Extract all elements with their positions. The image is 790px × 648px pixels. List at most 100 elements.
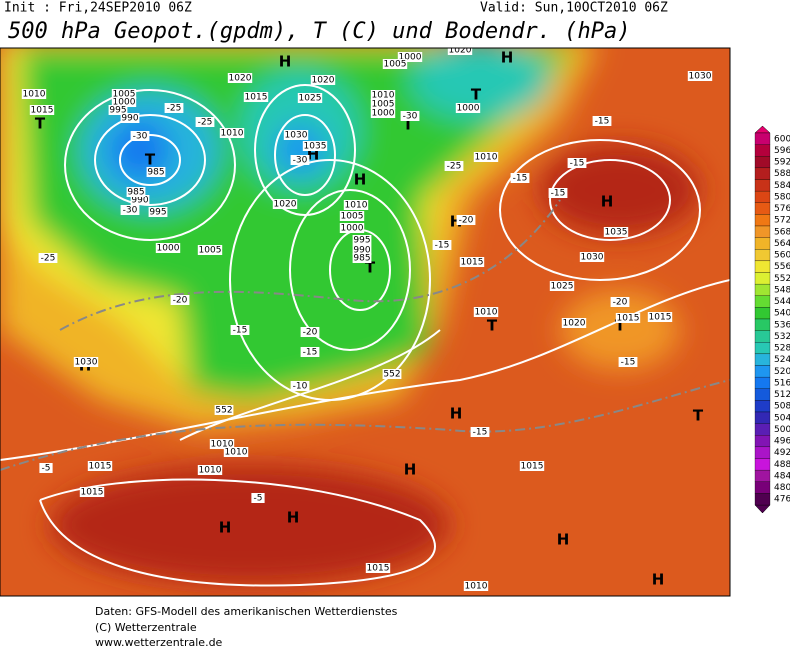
label-box (223, 447, 249, 457)
label-box (290, 381, 310, 391)
label-box (352, 235, 372, 245)
legend-value: 528 (774, 344, 790, 354)
label-box (510, 173, 530, 183)
contour-label: 1030 (75, 358, 98, 368)
contour-label: 1010 (345, 201, 368, 211)
contour-label: 985 (353, 254, 370, 264)
map-title: 500 hPa Geopot.(gpdm), T (C) und Bodendr… (8, 19, 631, 44)
pressure-center-label: T (145, 151, 156, 169)
label-box (343, 200, 369, 210)
contour-label: -15 (595, 117, 610, 127)
contour-label: 1030 (581, 253, 604, 263)
label-box (456, 215, 476, 225)
contour-label: 1005 (384, 60, 407, 70)
legend-swatch (754, 156, 771, 169)
legend-swatch (754, 446, 771, 459)
init-time: Init : Fri,24SEP2010 06Z (4, 1, 192, 16)
label-box (444, 161, 464, 171)
label-box (370, 108, 396, 118)
pressure-center-label: H (501, 49, 514, 67)
legend-value: 520 (774, 367, 790, 377)
contour-label: 1000 (157, 244, 180, 254)
contour-label: 1035 (605, 228, 628, 238)
label-box (459, 257, 485, 267)
legend-value: 552 (774, 274, 790, 284)
isotherms (0, 199, 730, 471)
legend-swatch (754, 318, 771, 331)
legend-value: 504 (774, 413, 790, 423)
contour-label: 1030 (285, 131, 308, 141)
label-box (365, 563, 391, 573)
contour-label: -20 (303, 328, 318, 338)
label-box (473, 152, 499, 162)
contour-label: 1010 (225, 448, 248, 458)
contour-label: -15 (233, 326, 248, 336)
contour-label: 552 (383, 370, 400, 380)
legend-value: 596 (774, 146, 790, 156)
contour-label: 995 (353, 236, 370, 246)
label-box (352, 245, 372, 255)
label-box (549, 281, 575, 291)
contour-label: 1000 (399, 53, 422, 63)
legend-swatch (754, 144, 771, 157)
label-box (21, 89, 47, 99)
legend-swatch (754, 376, 771, 389)
label-box (310, 75, 336, 85)
label-box (219, 128, 245, 138)
label-box (519, 461, 545, 471)
pressure-center-label: H (601, 193, 614, 211)
label-box (463, 581, 489, 591)
footer-line: (C) Wetterzentrale (95, 621, 197, 634)
contour-label: -15 (303, 348, 318, 358)
label-box (283, 130, 309, 140)
legend-value: 560 (774, 251, 790, 261)
legend-swatch (754, 190, 771, 203)
contour-label: -5 (254, 494, 263, 504)
contour-label: 1020 (563, 319, 586, 329)
label-box (687, 71, 713, 81)
contour-label: 990 (121, 114, 138, 124)
map-area: TTHHTTHHHHTTHHHHHHHTT1015101010051000995… (0, 48, 730, 596)
label-box (382, 59, 408, 69)
legend-value: 572 (774, 216, 790, 226)
contour-label: 995 (149, 208, 166, 218)
contour-label: 1000 (372, 109, 395, 119)
legend-swatch (754, 237, 771, 250)
label-box (473, 307, 499, 317)
label-box (300, 327, 320, 337)
contour-label: -15 (513, 174, 528, 184)
contour-label: 1010 (23, 90, 46, 100)
label-box (120, 113, 140, 123)
label-box (297, 93, 323, 103)
label-box (603, 227, 629, 237)
contour-label: -30 (403, 112, 418, 122)
pressure-center-label: T (35, 115, 46, 133)
legend-swatch (754, 423, 771, 436)
contour-label: -30 (123, 206, 138, 216)
label-box (130, 195, 150, 205)
pressure-center-label: T (487, 317, 498, 335)
legend-value: 512 (774, 390, 790, 400)
pressure-center-label: T (615, 317, 626, 335)
label-box (146, 167, 166, 177)
contour-label: 1000 (341, 224, 364, 234)
contour-label: 1035 (304, 142, 327, 152)
pressure-center-label: H (287, 509, 300, 527)
legend-swatch (754, 225, 771, 238)
label-box (214, 405, 234, 415)
contour-label: 1005 (341, 212, 364, 222)
label-box (126, 187, 146, 197)
legend-swatch (754, 400, 771, 413)
contour-label: 1015 (367, 564, 390, 574)
legend-value: 492 (774, 448, 790, 458)
contour-label: 990 (353, 246, 370, 256)
label-box (548, 188, 568, 198)
legend-value: 564 (774, 239, 790, 249)
legend-swatch (754, 202, 771, 215)
label-box (302, 141, 328, 151)
contour-label: 1020 (312, 76, 335, 86)
legend-value: 532 (774, 332, 790, 342)
legend-swatch (754, 330, 771, 343)
legend-swatch (754, 295, 771, 308)
